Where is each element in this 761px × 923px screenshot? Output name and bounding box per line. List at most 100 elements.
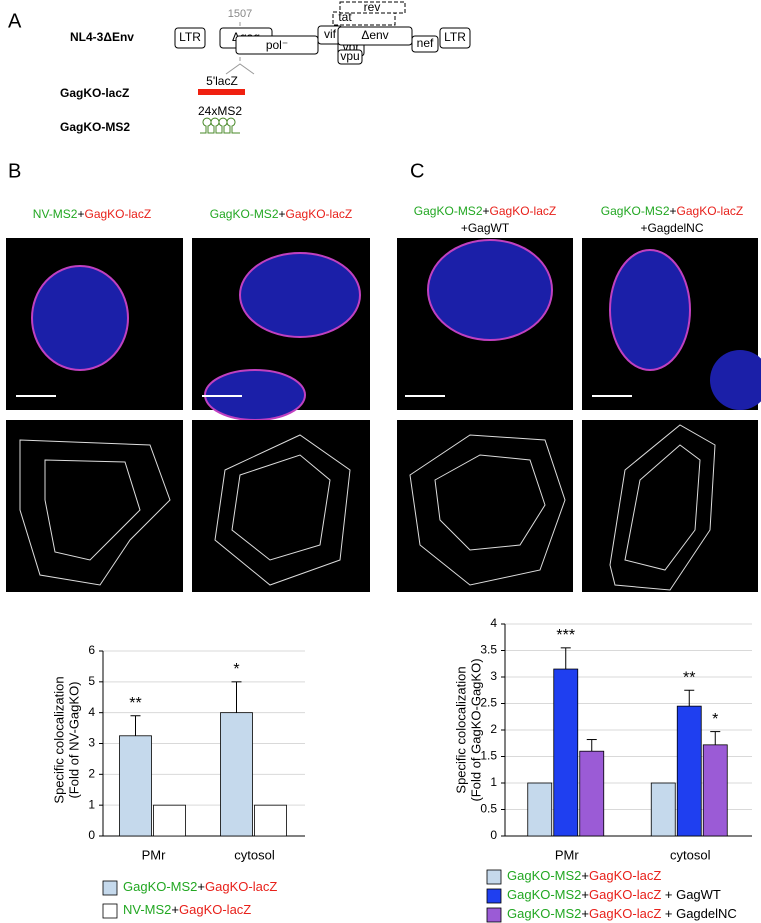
outline [434,454,546,551]
y-tick-label: 4 [88,705,95,719]
gene-box [439,27,471,49]
image [6,420,183,592]
legend-label: GagKO-MS2+GagKO-lacZ + GagWT [507,887,721,902]
gene-box [174,27,206,49]
gene-box [235,35,319,55]
significance: * [712,711,718,728]
panel-label: B [8,160,21,182]
bar [220,712,253,837]
y-tick-label: 1 [490,775,497,789]
outline [409,434,566,586]
y-axis-title: (Fold of GagKO-GagKO) [468,658,483,801]
bar [579,750,605,837]
ms2-loops [200,117,240,134]
panel-title: GagKO-MS2+GagKO-lacZ [414,204,556,218]
bar [527,782,553,837]
y-tick-label: 2.5 [480,696,497,710]
bar [676,705,702,837]
nucleus [427,239,553,341]
outline [624,444,701,571]
bar [553,668,579,837]
legend-label: NV-MS2+GagKO-lacZ [123,902,251,917]
y-tick-label: 3 [88,736,95,750]
image [397,420,573,592]
x-tick-label: cytosol [670,847,711,862]
position-label: 1507 [228,8,252,20]
gene-label: LTR [179,30,201,44]
y-tick-label: 1 [88,797,95,811]
outline [214,434,351,586]
panel-title: GagKO-MS2+GagKO-lacZ [601,204,743,218]
y-axis-title: Specific colocalization [51,676,66,803]
construct-name: NL4-3ΔEnv [70,30,134,44]
y-tick-label: 2 [88,767,95,781]
panel-label: A [8,10,22,32]
gene-label: vif [324,27,337,41]
bar [702,744,728,837]
gene-label: LTR [444,30,466,44]
nucleus [31,265,129,371]
gene-box [337,49,363,65]
gene-label: tat [338,10,352,24]
y-axis-title: (Fold of NV-GagKO) [66,681,81,798]
legend-swatch [486,888,502,904]
gene-label: vpu [340,49,359,63]
y-tick-label: 0 [88,828,95,842]
gene-box [337,26,413,46]
y-tick-label: 2 [490,722,497,736]
gene-box [411,35,439,53]
gene-label: pol⁻ [266,38,288,52]
gene-label: Δenv [361,28,388,42]
y-tick-label: 5 [88,674,95,688]
genome-schematic: NL4-3ΔEnv 1507 LTR Δgag pol⁻ vif vpr vpu… [60,0,471,134]
image [192,420,370,592]
legend-label: GagKO-MS2+GagKO-lacZ + GagdelNC [507,906,737,921]
panel-title: +GagWT [461,221,510,235]
y-tick-label: 0.5 [480,802,497,816]
image [582,420,758,592]
significance: *** [556,627,575,644]
y-tick-label: 3 [490,669,497,683]
panel-title: +GagdelNC [640,221,703,235]
legend-swatch [102,880,118,896]
nucleus [710,350,761,410]
nucleus [609,249,691,371]
construct-name: GagKO-MS2 [60,120,130,134]
legend-swatch [102,903,118,919]
panel-label: C [410,160,424,182]
insert-line [225,63,255,75]
significance: ** [129,695,141,712]
lacz-bar [198,89,245,95]
gene-label: rev [364,0,381,14]
bar [650,782,676,837]
outline [609,424,716,591]
outline [44,459,141,561]
y-axis-title: Specific colocalization [453,666,468,793]
bar [153,804,186,837]
y-tick-label: 6 [88,643,95,657]
bar [254,804,287,837]
outline [19,439,171,586]
legend-label: GagKO-MS2+GagKO-lacZ [507,868,661,883]
legend-swatch [486,907,502,923]
x-tick-label: cytosol [234,847,275,862]
panel-title: NV-MS2+GagKO-lacZ [33,207,151,221]
significance: ** [683,669,695,686]
y-tick-label: 4 [490,616,497,630]
micrographs [6,238,761,592]
construct-name: GagKO-lacZ [60,86,129,100]
x-tick-label: PMr [142,847,167,862]
panel-title: GagKO-MS2+GagKO-lacZ [210,207,352,221]
legend-swatch [486,869,502,885]
outline [231,454,331,561]
legend-label: GagKO-MS2+GagKO-lacZ [123,879,277,894]
insert-label: 24xMS2 [198,104,242,118]
insert-label: 5'lacZ [206,74,238,88]
nucleus [239,252,361,338]
y-tick-label: 3.5 [480,643,497,657]
gene-box [339,1,406,14]
y-tick-label: 0 [490,828,497,842]
bar [119,735,152,837]
y-tick-label: 1.5 [480,749,497,763]
